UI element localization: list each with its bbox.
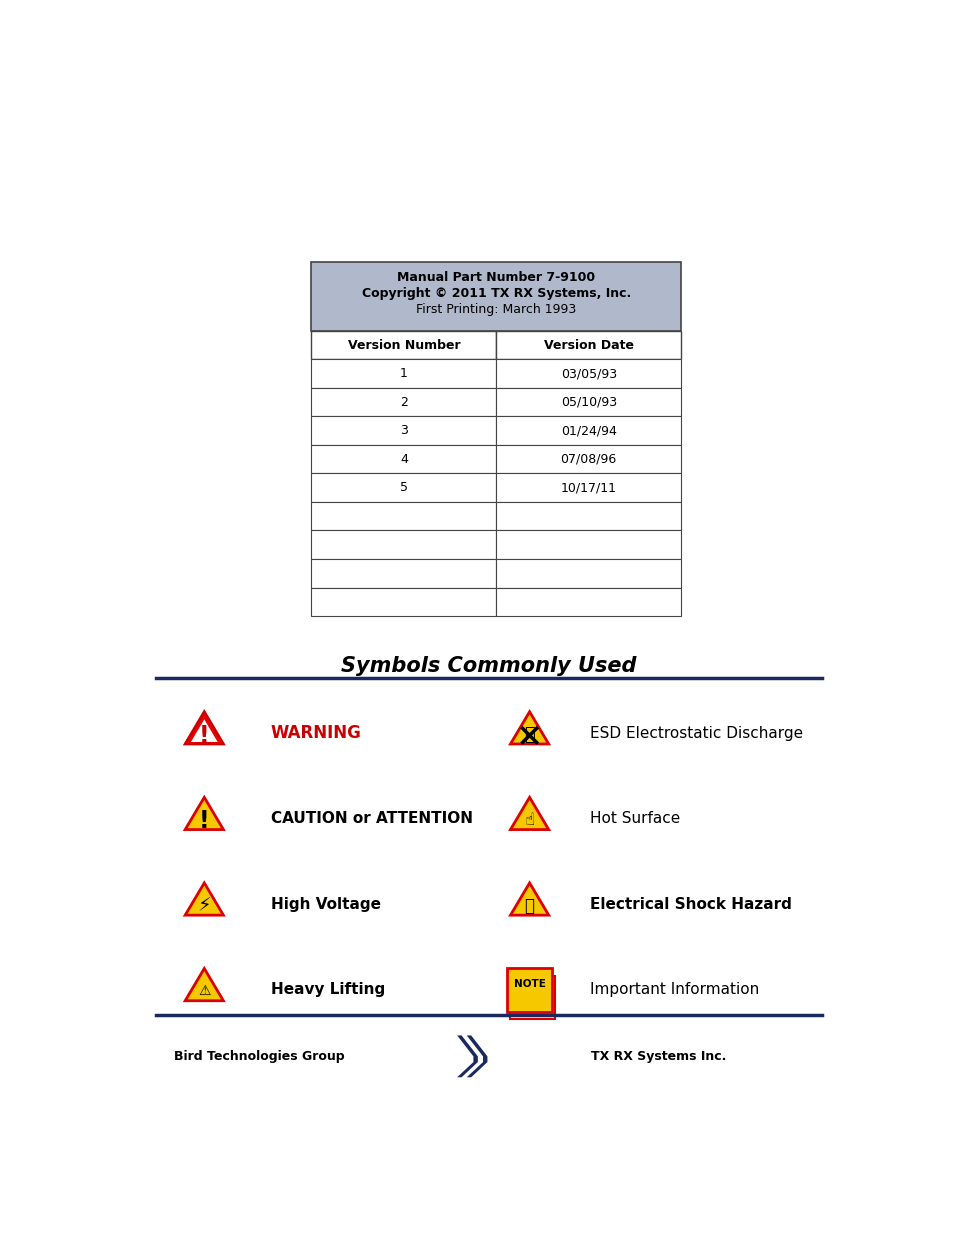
FancyBboxPatch shape: [311, 416, 496, 445]
FancyBboxPatch shape: [311, 559, 496, 588]
FancyBboxPatch shape: [311, 531, 496, 559]
Text: Version Number: Version Number: [347, 338, 459, 352]
Text: ✋: ✋: [524, 897, 534, 915]
Text: NOTE: NOTE: [513, 979, 545, 989]
Text: WARNING: WARNING: [271, 724, 361, 742]
FancyBboxPatch shape: [507, 968, 551, 1011]
FancyBboxPatch shape: [496, 445, 680, 473]
Text: 3: 3: [399, 424, 408, 437]
Text: 03/05/93: 03/05/93: [560, 367, 617, 380]
Text: 07/08/96: 07/08/96: [560, 453, 617, 466]
Text: ⚠: ⚠: [198, 984, 211, 998]
Text: ⚡: ⚡: [197, 897, 211, 915]
Text: Electrical Shock Hazard: Electrical Shock Hazard: [590, 897, 791, 911]
FancyBboxPatch shape: [311, 501, 496, 531]
Text: Important Information: Important Information: [590, 982, 759, 998]
FancyBboxPatch shape: [311, 331, 496, 359]
Text: 4: 4: [399, 453, 408, 466]
FancyBboxPatch shape: [496, 473, 680, 501]
FancyBboxPatch shape: [496, 416, 680, 445]
FancyBboxPatch shape: [496, 501, 680, 531]
Text: Hot Surface: Hot Surface: [590, 811, 679, 826]
Polygon shape: [185, 711, 223, 743]
Text: 1: 1: [399, 367, 408, 380]
Text: 10/17/11: 10/17/11: [560, 482, 616, 494]
Text: First Printing: March 1993: First Printing: March 1993: [416, 304, 576, 316]
Text: Copyright © 2011 TX RX Systems, Inc.: Copyright © 2011 TX RX Systems, Inc.: [361, 288, 630, 300]
Text: ESD Electrostatic Discharge: ESD Electrostatic Discharge: [590, 725, 802, 741]
FancyBboxPatch shape: [496, 531, 680, 559]
Text: ✋: ✋: [523, 726, 535, 743]
FancyBboxPatch shape: [510, 976, 554, 1019]
FancyBboxPatch shape: [496, 559, 680, 588]
FancyBboxPatch shape: [311, 388, 496, 416]
Text: Manual Part Number 7-9100: Manual Part Number 7-9100: [396, 270, 595, 284]
FancyBboxPatch shape: [496, 359, 680, 388]
Text: High Voltage: High Voltage: [271, 897, 380, 911]
FancyBboxPatch shape: [496, 388, 680, 416]
FancyBboxPatch shape: [311, 445, 496, 473]
FancyBboxPatch shape: [496, 331, 680, 359]
Polygon shape: [185, 883, 223, 915]
Text: CAUTION or ATTENTION: CAUTION or ATTENTION: [271, 811, 473, 826]
FancyBboxPatch shape: [496, 588, 680, 616]
Text: ☝: ☝: [524, 811, 534, 829]
Text: Symbols Commonly Used: Symbols Commonly Used: [341, 657, 636, 677]
Text: Version Date: Version Date: [543, 338, 633, 352]
Text: Heavy Lifting: Heavy Lifting: [271, 982, 385, 998]
Polygon shape: [456, 1035, 477, 1077]
Polygon shape: [510, 711, 548, 743]
Polygon shape: [191, 720, 217, 742]
FancyBboxPatch shape: [311, 473, 496, 501]
Text: 5: 5: [399, 482, 408, 494]
Polygon shape: [510, 883, 548, 915]
Polygon shape: [466, 1035, 487, 1077]
Text: !: !: [199, 809, 210, 834]
Text: 01/24/94: 01/24/94: [560, 424, 616, 437]
Text: Bird Technologies Group: Bird Technologies Group: [174, 1050, 345, 1063]
FancyBboxPatch shape: [311, 359, 496, 388]
Polygon shape: [185, 798, 223, 830]
Polygon shape: [510, 798, 548, 830]
Text: 2: 2: [399, 395, 408, 409]
Text: !: !: [199, 724, 210, 747]
Text: 05/10/93: 05/10/93: [560, 395, 617, 409]
Text: TX RX Systems Inc.: TX RX Systems Inc.: [591, 1050, 726, 1063]
FancyBboxPatch shape: [311, 262, 680, 331]
FancyBboxPatch shape: [311, 588, 496, 616]
Polygon shape: [185, 968, 223, 1000]
